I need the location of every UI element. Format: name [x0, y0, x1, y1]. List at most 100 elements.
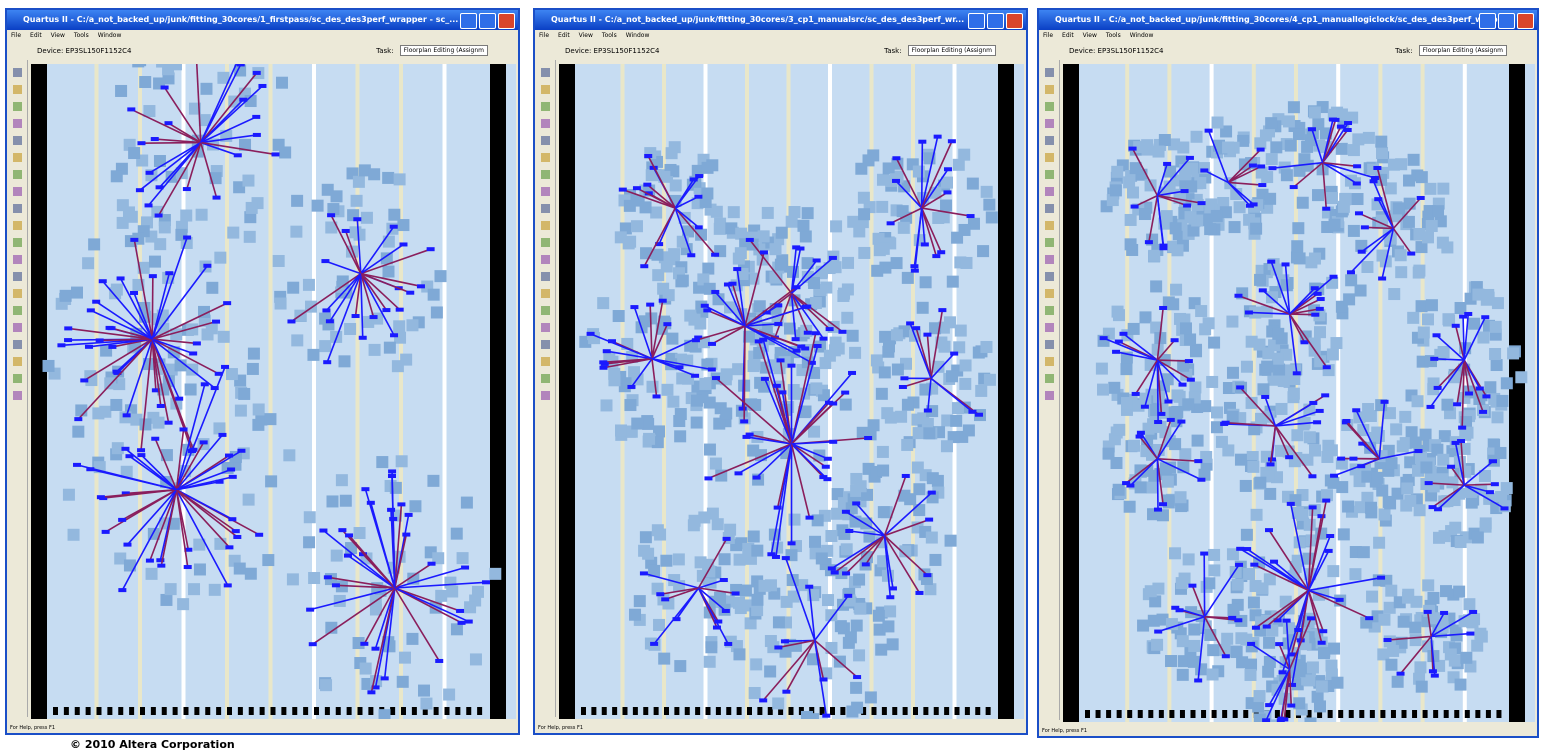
logic-cell — [1442, 313, 1454, 325]
tool-icon — [13, 306, 22, 315]
maximize-button[interactable] — [479, 13, 496, 29]
menu-item[interactable]: Window — [1130, 32, 1154, 39]
io-pad — [314, 707, 319, 715]
menu-item[interactable]: Edit — [558, 32, 570, 39]
io-pad — [591, 707, 596, 715]
logic-cell — [830, 220, 842, 232]
menu-item[interactable]: View — [51, 32, 65, 39]
io-pad — [173, 707, 178, 715]
logic-cell — [1241, 529, 1253, 541]
menu-item[interactable]: Window — [98, 32, 122, 39]
net-endpoint — [146, 559, 154, 563]
logic-cell — [1327, 348, 1339, 360]
logic-cell — [748, 531, 760, 543]
net-endpoint — [644, 154, 652, 158]
maximize-button[interactable] — [987, 13, 1004, 29]
close-button[interactable] — [498, 13, 515, 29]
net-endpoint — [887, 221, 895, 225]
logic-cell — [1424, 183, 1436, 195]
net-endpoint — [121, 447, 129, 451]
net-endpoint — [899, 385, 907, 389]
net-endpoint — [332, 583, 340, 587]
close-button[interactable] — [1517, 13, 1534, 29]
menu-item[interactable]: Window — [626, 32, 650, 39]
menu-item[interactable]: File — [539, 32, 549, 39]
logic-cell — [443, 689, 455, 701]
logic-cell — [724, 524, 736, 536]
logic-cell — [967, 178, 979, 190]
net-endpoint — [1322, 207, 1330, 211]
menu-item[interactable]: View — [1083, 32, 1097, 39]
menu-item[interactable]: File — [1043, 32, 1053, 39]
logic-cell — [291, 334, 303, 346]
net-endpoint — [1145, 240, 1153, 244]
logic-cell — [887, 638, 899, 650]
io-pad — [53, 707, 58, 715]
net-endpoint — [1185, 359, 1193, 363]
close-button[interactable] — [1006, 13, 1023, 29]
net-endpoint — [1177, 420, 1185, 424]
menu-item[interactable]: Tools — [1106, 32, 1121, 39]
task-dropdown[interactable]: Floorplan Editing (Assignm — [400, 45, 488, 56]
net-endpoint — [1194, 459, 1202, 463]
tool-icon — [13, 187, 22, 196]
net-endpoint — [1370, 179, 1378, 183]
tool-icon — [541, 272, 550, 281]
logic-cell — [1371, 472, 1383, 484]
logic-cell — [853, 574, 865, 586]
menu-item[interactable]: Tools — [74, 32, 89, 39]
tool-icon — [541, 306, 550, 315]
io-strip-right — [1509, 64, 1525, 722]
net-endpoint — [1397, 672, 1405, 676]
net-endpoint — [399, 242, 407, 246]
logic-cell — [1247, 461, 1259, 473]
logic-cell — [926, 532, 938, 544]
logic-cell — [629, 609, 641, 621]
device-label: Device: EP3SL150F1152C4 — [1069, 47, 1164, 55]
logic-cell — [876, 201, 888, 213]
logic-cell — [1466, 497, 1478, 509]
io-pad — [1243, 710, 1248, 718]
net-endpoint — [819, 337, 827, 341]
menu-item[interactable]: Edit — [30, 32, 42, 39]
logic-cell — [877, 465, 889, 477]
menu-item[interactable]: Tools — [602, 32, 617, 39]
logic-cell — [1232, 579, 1244, 591]
net-endpoint — [344, 554, 352, 558]
net-endpoint — [1434, 386, 1442, 390]
logic-cell — [1121, 397, 1133, 409]
io-pad — [75, 707, 80, 715]
net-endpoint — [405, 513, 413, 517]
minimize-button[interactable] — [460, 13, 477, 29]
menu-item[interactable]: View — [579, 32, 593, 39]
task-dropdown[interactable]: Floorplan Editing (Assignm — [908, 45, 996, 56]
logic-cell — [1113, 309, 1125, 321]
net-endpoint — [1235, 563, 1243, 567]
logic-cell — [1406, 426, 1418, 438]
net-endpoint — [271, 152, 279, 156]
minimize-button[interactable] — [968, 13, 985, 29]
logic-cell — [1266, 153, 1278, 165]
net-endpoint — [708, 368, 716, 372]
logic-cell — [597, 297, 609, 309]
net-endpoint — [1464, 312, 1472, 316]
net-endpoint — [687, 253, 695, 257]
maximize-button[interactable] — [1498, 13, 1515, 29]
task-dropdown[interactable]: Floorplan Editing (Assignm — [1419, 45, 1507, 56]
net-endpoint — [1247, 642, 1255, 646]
menu-item[interactable]: File — [11, 32, 21, 39]
menu-item[interactable]: Edit — [1062, 32, 1074, 39]
logic-cell — [901, 439, 913, 451]
logic-cell — [829, 344, 841, 356]
logic-cell — [924, 583, 936, 595]
menu-bar: File Edit View Tools Window — [11, 32, 121, 39]
io-pad — [1433, 710, 1438, 718]
net-endpoint — [1280, 717, 1288, 721]
logic-cell — [1412, 395, 1424, 407]
net-endpoint — [137, 141, 145, 145]
logic-cell — [354, 527, 366, 539]
minimize-button[interactable] — [1479, 13, 1496, 29]
logic-cell — [913, 166, 925, 178]
logic-cell — [1285, 140, 1297, 152]
net-endpoint — [1311, 313, 1319, 317]
